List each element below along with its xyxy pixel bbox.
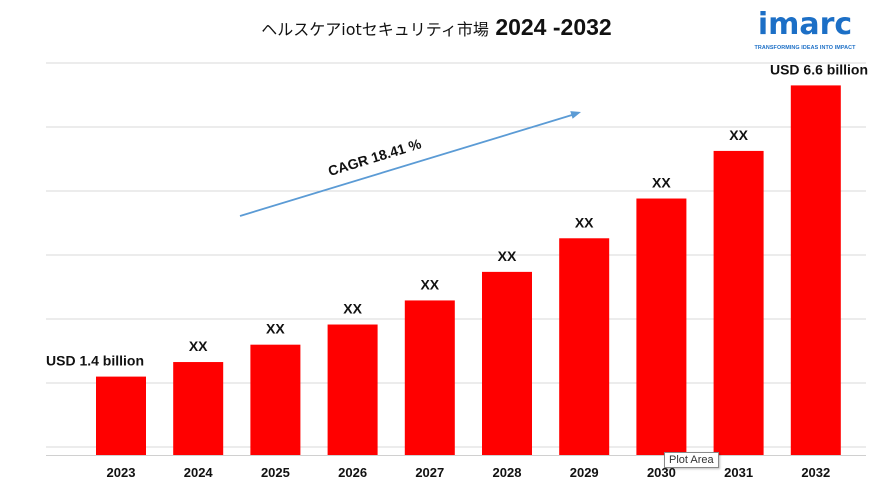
data-label-2027: XX — [420, 276, 439, 292]
data-label-2023: USD 1.4 billion — [46, 353, 144, 369]
data-label-2030: XX — [652, 175, 671, 191]
data-labels: USD 1.4 billion XX XX XX XX XX XX XX XX USD 6.6 b… — [46, 61, 868, 368]
bar-2029 — [559, 238, 610, 455]
logo-tagline: TRANSFORMING IDEAS INTO IMPACT — [754, 45, 856, 51]
bar-2031 — [713, 150, 764, 456]
bar-2024 — [173, 362, 224, 455]
data-label-2025: XX — [266, 321, 285, 337]
chart-title: ヘルスケアiotセキュリティ市場 2024 -2032 — [0, 14, 873, 41]
x-tick-2031: 2031 — [724, 465, 753, 480]
x-tick-2029: 2029 — [570, 465, 599, 480]
chart-title-text: ヘルスケアiotセキュリティ市場 — [261, 20, 489, 39]
imarc-logo: imarc TRANSFORMING IDEAS INTO IMPACT — [752, 8, 858, 56]
data-label-2029: XX — [575, 214, 594, 230]
bar-2025 — [250, 344, 301, 455]
bar-2032 — [790, 85, 841, 456]
x-tick-2030: 2030 — [647, 465, 676, 480]
x-tick-2027: 2027 — [415, 465, 444, 480]
bar-2026 — [327, 324, 378, 455]
plot-area-tooltip: Plot Area — [664, 452, 719, 468]
x-tick-labels: 2023 2024 2025 2026 2027 2028 2029 2030 2031 2032 — [107, 465, 831, 480]
logo-wordmark: imarc — [757, 7, 853, 42]
x-tick-2023: 2023 — [107, 465, 136, 480]
data-label-2028: XX — [498, 248, 517, 264]
cagr-label: CAGR 18.41 % — [326, 135, 423, 179]
bar-2028 — [482, 271, 532, 455]
data-label-2032: USD 6.6 billion — [770, 61, 868, 77]
data-label-2031: XX — [729, 127, 748, 143]
cagr-arrow — [239, 114, 573, 217]
data-label-2024: XX — [189, 338, 208, 354]
data-label-2026: XX — [343, 301, 362, 317]
chart-title-years: 2024 -2032 — [495, 14, 612, 40]
bar-2023 — [96, 376, 146, 455]
cagr-arrow-head — [570, 111, 581, 119]
bar-2030 — [636, 198, 687, 455]
bar-2027 — [404, 300, 455, 455]
x-tick-2028: 2028 — [493, 465, 522, 480]
bars — [96, 85, 841, 456]
x-tick-2024: 2024 — [184, 465, 214, 480]
x-tick-2025: 2025 — [261, 465, 290, 480]
x-tick-2032: 2032 — [801, 465, 830, 480]
x-tick-2026: 2026 — [338, 465, 367, 480]
